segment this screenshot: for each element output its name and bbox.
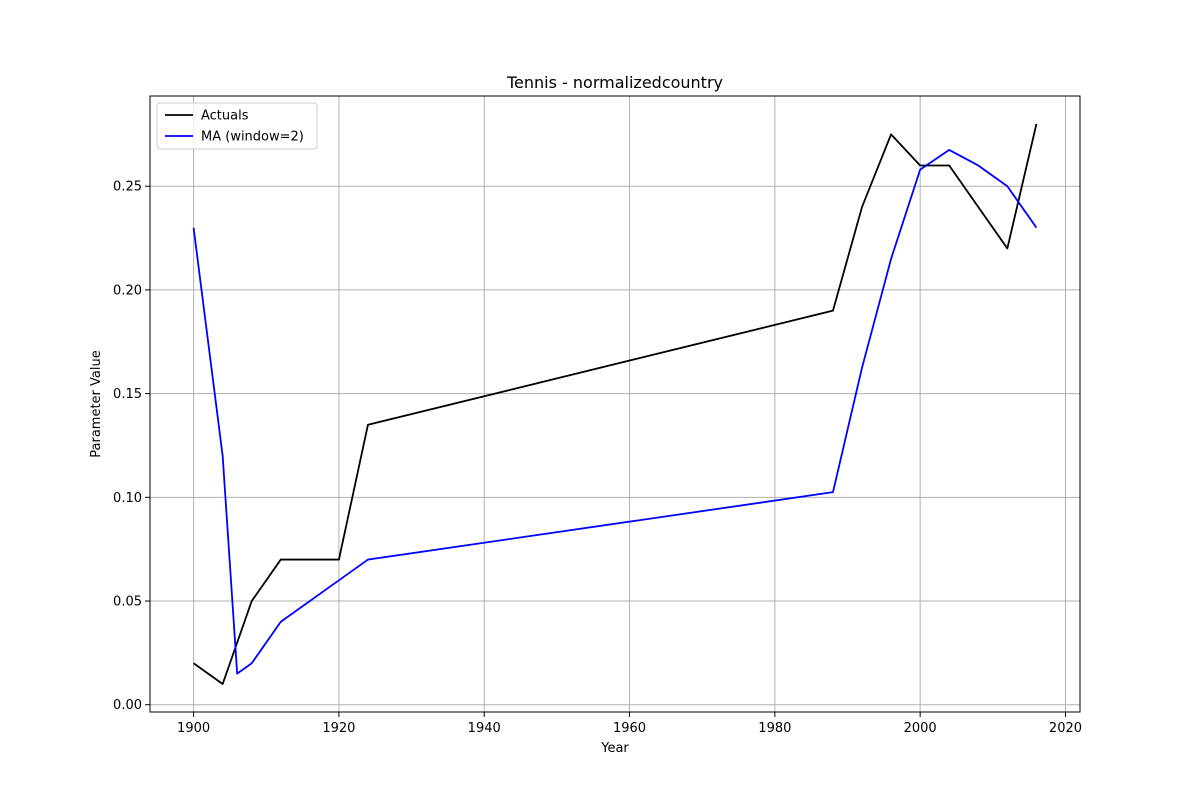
x-tick-label: 2000 bbox=[904, 721, 937, 736]
grid bbox=[150, 96, 1080, 712]
y-axis-title: Parameter Value bbox=[89, 350, 104, 457]
x-axis-title: Year bbox=[600, 741, 629, 756]
legend-box bbox=[156, 102, 318, 150]
y-tick-label: 0.20 bbox=[113, 283, 142, 298]
y-tick-label: 0.25 bbox=[113, 180, 142, 195]
y-tick-label: 0.00 bbox=[113, 698, 142, 713]
x-tick-label: 1940 bbox=[468, 721, 501, 736]
y-tick-label: 0.15 bbox=[113, 387, 142, 402]
legend: Actuals MA (window=2) bbox=[156, 102, 318, 150]
legend-label: Actuals bbox=[201, 109, 249, 124]
x-tick-label: 1980 bbox=[758, 721, 791, 736]
x-tick-label: 1900 bbox=[177, 721, 210, 736]
y-tick-label: 0.10 bbox=[113, 491, 142, 506]
series-lines bbox=[192, 123, 1038, 685]
x-tick-label: 1920 bbox=[322, 721, 355, 736]
series-line-actuals bbox=[193, 123, 1038, 685]
x-axis-ticks: 1900 1920 1940 1960 1980 2000 2020 bbox=[177, 712, 1082, 736]
x-tick-label: 1960 bbox=[613, 721, 646, 736]
chart-title: Tennis - normalizedcountry bbox=[506, 73, 723, 92]
plot-frame bbox=[149, 95, 1081, 713]
series-line-moving-average bbox=[192, 149, 1038, 675]
y-tick-label: 0.05 bbox=[113, 595, 142, 610]
x-tick-label: 2020 bbox=[1049, 721, 1082, 736]
legend-label: MA (window=2) bbox=[201, 130, 304, 145]
y-axis-ticks: 0.00 0.05 0.10 0.15 0.20 0.25 bbox=[113, 180, 150, 713]
